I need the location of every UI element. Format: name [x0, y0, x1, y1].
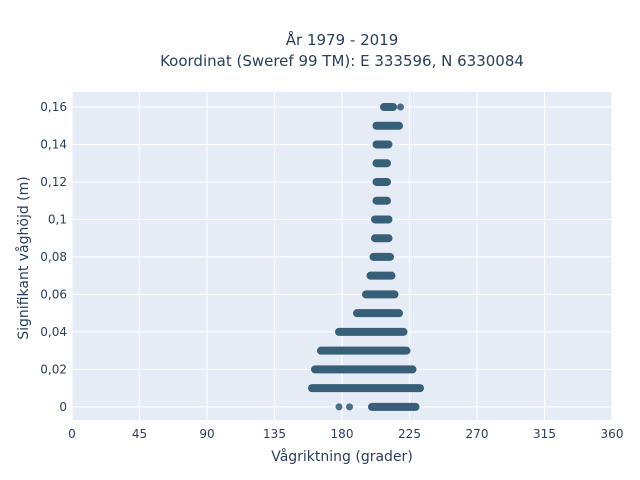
x-tick-label: 360: [601, 427, 624, 441]
y-axis-label: Signifikant våghöjd (m): [15, 176, 32, 339]
y-tick-label: 0,16: [40, 100, 67, 114]
x-tick-label: 90: [199, 427, 214, 441]
x-tick-label: 270: [466, 427, 489, 441]
data-points: [308, 102, 424, 411]
y-tick-label: 0,1: [48, 212, 67, 226]
x-tick-label: 135: [263, 427, 286, 441]
y-tick-label: 0,08: [40, 250, 67, 264]
y-tick-label: 0,14: [40, 137, 67, 151]
scatter-point: [346, 403, 353, 411]
y-tick-label: 0: [59, 400, 67, 414]
scatter-point: [335, 403, 343, 411]
x-tick-label: 315: [533, 427, 556, 441]
scatter-point: [397, 103, 404, 111]
x-tick-label: 225: [398, 427, 421, 441]
chart-subtitle: Koordinat (Sweref 99 TM): E 333596, N 63…: [160, 52, 524, 70]
x-tick-label: 45: [132, 427, 147, 441]
chart-title: År 1979 - 2019: [286, 30, 399, 49]
y-tick-label: 0,04: [40, 325, 67, 339]
y-tick-label: 0,02: [40, 362, 67, 376]
x-axis-label: Vågriktning (grader): [271, 448, 413, 465]
x-tick-label: 0: [68, 427, 76, 441]
y-tick-label: 0,12: [40, 175, 67, 189]
x-tick-label: 180: [331, 427, 354, 441]
x-axis-ticks: 0 45 90 135 180 225 270 315 360: [68, 427, 623, 441]
y-tick-label: 0,06: [40, 287, 67, 301]
y-axis-ticks: 0 0,02 0,04 0,06 0,08 0,1 0,12 0,14 0,16: [40, 100, 67, 414]
